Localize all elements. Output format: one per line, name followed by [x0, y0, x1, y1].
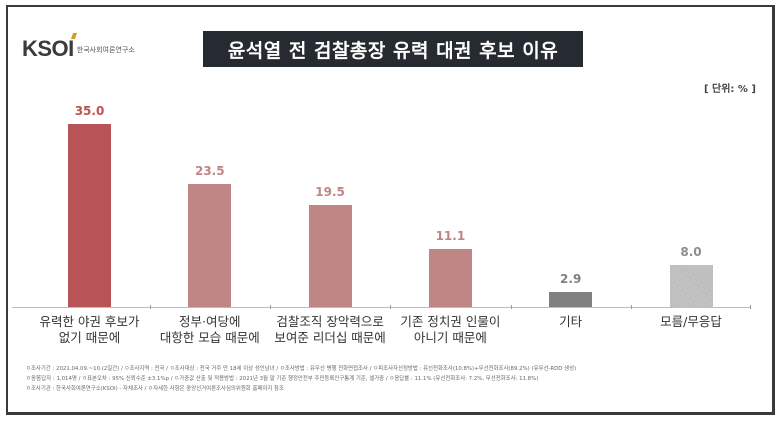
x-axis-tick — [269, 305, 271, 309]
category-label: 모름/무응답 — [631, 314, 751, 330]
ksoi-logo: KSOI 한국사회여론연구소 — [22, 33, 135, 61]
bar-6 — [669, 265, 713, 307]
bar-3 — [308, 205, 352, 307]
x-axis — [12, 307, 750, 308]
bar-value-label: 19.5 — [315, 185, 345, 199]
category-label: 검찰조직 장악력으로 보여준 리더십 때문에 — [270, 314, 390, 346]
chart-title: 윤석열 전 검찰총장 유력 대권 후보 이유 — [203, 31, 583, 67]
unit-label: [ 단위: % ] — [703, 84, 756, 95]
bar-value-label: 8.0 — [680, 245, 702, 259]
category-label-line1: 정부·여당에 — [179, 314, 241, 329]
category-label-line1: 기존 정치권 인물이 — [400, 314, 501, 329]
survey-footnotes: ㅇ조사기간 : 2021.04.09.~10.(2일간) / ㅇ조사지역 : 전… — [26, 364, 576, 394]
category-label: 기타 — [511, 314, 631, 330]
x-axis-tick — [750, 305, 751, 309]
category-label-line1: 모름/무응답 — [660, 314, 722, 329]
bar-value-label: 23.5 — [194, 164, 225, 178]
bar-value-label: 2.9 — [560, 272, 582, 286]
bar-4 — [428, 249, 472, 307]
category-label-line1: 기타 — [559, 314, 583, 329]
footnote-line-2: ㅇ응答답자 : 1,014명 / ㅇ표본오차 : 95% 신뢰수준 ±3.1%p… — [26, 376, 539, 382]
category-label: 정부·여당에 대항한 모습 때문에 — [150, 314, 270, 346]
bar-1 — [68, 124, 111, 307]
x-axis-tick — [149, 305, 151, 309]
bar-value-label: 11.1 — [435, 229, 466, 243]
category-label-line2: 보여준 리더십 때문에 — [274, 330, 386, 345]
category-label: 기존 정치권 인물이 아니기 때문에 — [390, 314, 510, 346]
category-label-line1: 유력한 야권 후보가 — [39, 314, 140, 329]
category-label-line2: 아니기 때문에 — [413, 330, 487, 345]
category-label-line2: 대항한 모습 때문에 — [159, 330, 260, 345]
x-axis-tick — [390, 305, 392, 309]
bar-2 — [188, 184, 232, 307]
logo-text: KSOI — [22, 36, 74, 61]
logo-subtitle: 한국사회여론연구소 — [76, 46, 135, 54]
category-label-line2: 없기 때문에 — [58, 330, 121, 345]
x-axis-tick — [510, 305, 512, 309]
bar-value-label: 35.0 — [74, 104, 105, 118]
category-label-line1: 검찰조직 장악력으로 — [276, 314, 384, 329]
footnote-line-1: ㅇ조사기간 : 2021.04.09.~10.(2일간) / ㅇ조사지역 : 전… — [26, 366, 577, 372]
bar-5 — [549, 292, 593, 307]
chart-frame — [6, 5, 775, 415]
category-label: 유력한 야권 후보가 없기 때문에 — [30, 314, 150, 346]
footnote-line-3: ㅇ조사기관 : 한국사회여론연구소(KSOI) - 자체조사 / ㅇ자세한 사항… — [26, 386, 284, 392]
x-axis-tick — [630, 305, 632, 309]
logo-mark: KSOI — [22, 33, 78, 61]
